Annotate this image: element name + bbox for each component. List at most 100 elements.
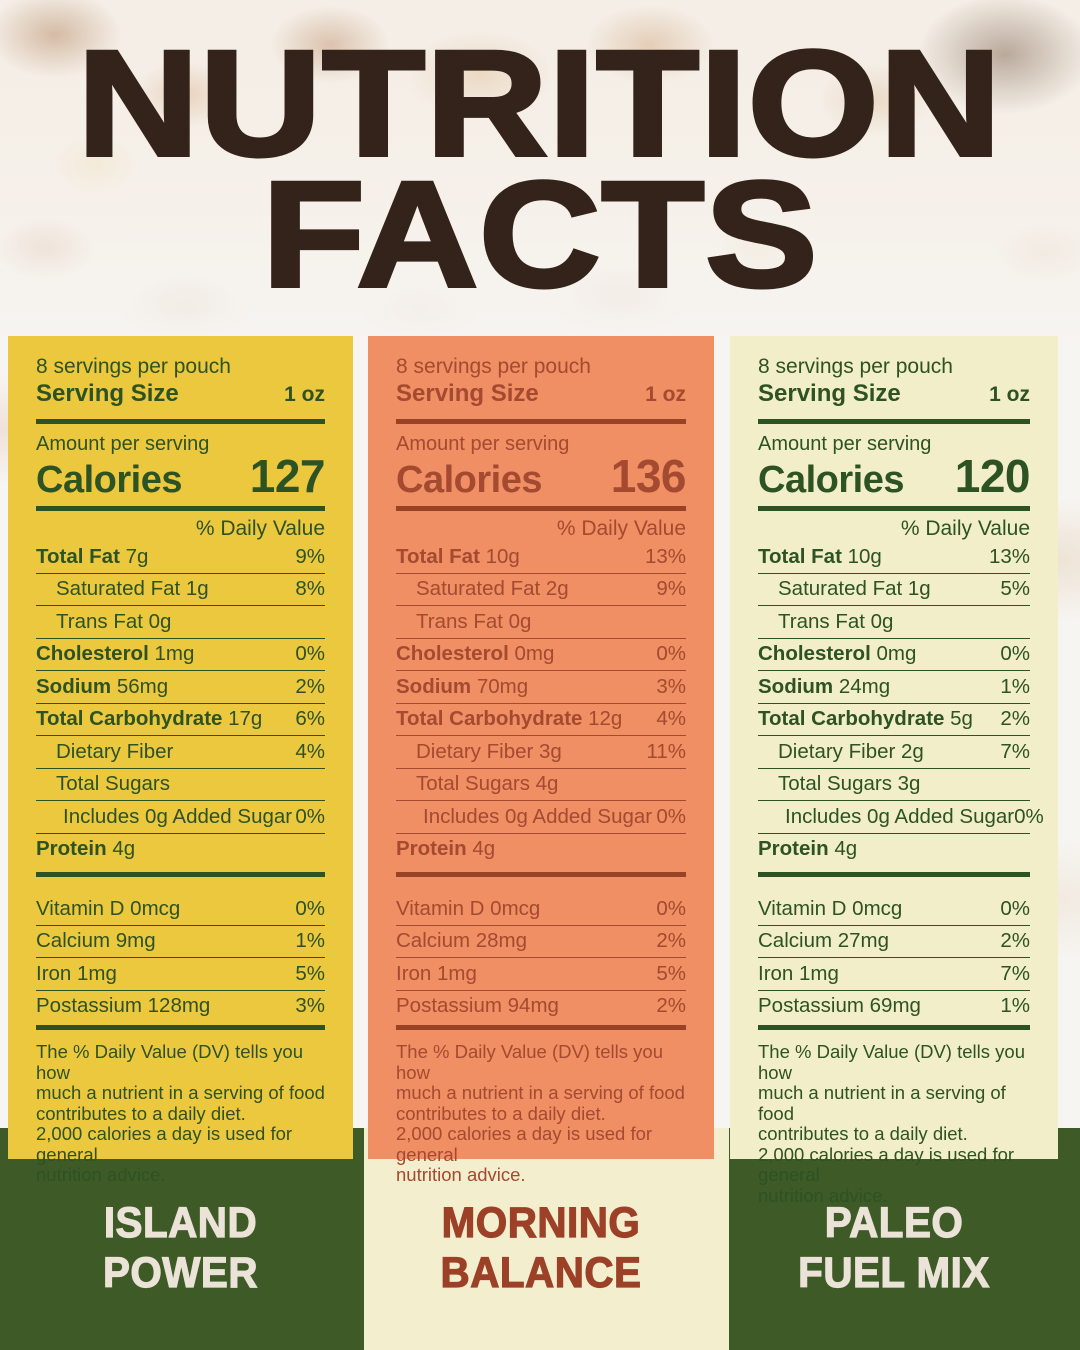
nutrient-percent: 9%	[656, 577, 686, 600]
nutrient-label: Includes 0g Added Sugar	[63, 804, 293, 828]
nutrient-percent: 0%	[1014, 804, 1044, 828]
vitamin-row: Iron 1mg 7%	[758, 958, 1030, 991]
serving-size-value: 1 oz	[645, 383, 686, 406]
nutrient-label-bold: Total Fat	[36, 544, 120, 568]
nutrient-amount: Total Sugars 3g	[778, 772, 921, 795]
nutrient-amount: Includes 0g Added Sugar	[785, 804, 1015, 828]
vitamin-percent: 5%	[295, 961, 325, 985]
nutrient-row: Saturated Fat 1g 5%	[758, 574, 1030, 606]
product-name-line: PALEO	[824, 1198, 964, 1247]
serving-size-row: Serving Size 1 oz	[36, 380, 325, 409]
nutrient-amount: 0mg	[514, 642, 555, 665]
nuts-photo-background	[0, 0, 1080, 352]
nutrient-row: Sodium 70mg 3%	[396, 671, 686, 704]
serving-size-value: 1 oz	[989, 383, 1030, 406]
nutrient-label-bold: Sodium	[396, 674, 472, 698]
nutrient-label: Saturated Fat 1g	[778, 578, 931, 600]
nutrient-row: Cholesterol 0mg 0%	[758, 639, 1030, 671]
nutrient-amount: Dietary Fiber	[56, 739, 174, 763]
footnote-line: nutrition advice.	[396, 1164, 526, 1185]
vitamin-percent: 2%	[656, 929, 686, 952]
divider-bar	[36, 419, 325, 424]
footnote-line: nutrition advice.	[758, 1184, 888, 1206]
nutrient-label-bold: Sodium	[36, 674, 112, 698]
nutrient-amount: Includes 0g Added Sugar	[63, 804, 293, 828]
nutrient-percent: 6%	[295, 707, 325, 730]
nutrient-label: Total Fat 10g	[396, 544, 520, 568]
divider-bar	[36, 506, 325, 511]
vitamin-row: Iron 1mg 5%	[396, 958, 686, 991]
nutrient-amount: Saturated Fat 2g	[416, 577, 569, 600]
serving-size-label: Serving Size	[36, 380, 179, 407]
calories-label: Calories	[758, 459, 904, 501]
nutrient-percent: 4%	[295, 739, 325, 763]
nutrient-label: Protein 4g	[36, 838, 135, 860]
nutrient-label: Cholesterol 0mg	[396, 643, 554, 665]
vitamin-row: Vitamin D 0mcg 0%	[36, 893, 325, 926]
nutrient-amount: 10g	[847, 544, 882, 568]
nutrient-row: Sodium 56mg 2%	[36, 671, 325, 704]
vitamin-label: Vitamin D 0mcg	[36, 896, 181, 920]
nutrient-label: Dietary Fiber 2g	[778, 740, 924, 763]
vitamin-percent: 2%	[656, 994, 686, 1017]
calories-value: 120	[954, 450, 1031, 502]
nutrient-label-bold: Cholesterol	[396, 642, 509, 665]
vitamin-label: Iron 1mg	[36, 961, 117, 985]
calories-label: Calories	[36, 459, 182, 501]
nutrient-percent: 7%	[1000, 739, 1030, 763]
vitamin-row: Iron 1mg 5%	[36, 958, 325, 991]
vitamin-label: Iron 1mg	[758, 961, 839, 985]
nutrient-amount: 4g	[472, 837, 496, 860]
nutrient-percent: 4%	[656, 707, 686, 730]
nutrient-percent: 13%	[988, 544, 1030, 568]
vitamin-rows: Vitamin D 0mcg 0% Calcium 27mg 2% Iron 1mg 7%…	[758, 893, 1030, 1023]
nutrient-amount: Total Sugars 4g	[416, 772, 559, 795]
nutrient-row: Trans Fat 0g	[396, 606, 686, 639]
vitamin-percent: 7%	[1000, 961, 1030, 985]
nutrient-amount: Total Sugars	[56, 772, 170, 795]
nutrient-label: Total Carbohydrate 17g	[36, 708, 262, 730]
vitamin-label: Iron 1mg	[396, 961, 477, 985]
vitamin-label: Postassium 94mg	[396, 994, 559, 1017]
nutrient-row: Dietary Fiber 2g 7%	[758, 736, 1030, 769]
footnote-line: contributes to a daily diet.	[36, 1102, 246, 1124]
divider-bar	[36, 872, 325, 877]
nutrient-amount: 70mg	[476, 674, 529, 698]
nutrient-amount: Trans Fat 0g	[56, 609, 172, 633]
footnote-line: The % Daily Value (DV) tells you how	[758, 1041, 1025, 1083]
vitamin-percent: 2%	[1000, 929, 1030, 952]
servings-per-pouch: 8 servings per pouch	[758, 355, 953, 378]
nutrient-row: Trans Fat 0g	[36, 606, 325, 639]
vitamin-percent: 3%	[295, 994, 325, 1017]
poster-title: NUTRITION FACTS	[0, 19, 1080, 311]
nutrient-amount: Dietary Fiber 3g	[416, 739, 562, 763]
nutrient-amount: 10g	[485, 544, 520, 568]
nutrient-row: Total Sugars	[36, 769, 325, 801]
nutrient-row: Dietary Fiber 4%	[36, 736, 325, 769]
poster-title-line1: NUTRITION	[75, 19, 1003, 187]
nutrient-label: Total Sugars	[56, 773, 170, 795]
vitamin-percent: 1%	[295, 929, 325, 952]
nutrient-label: Includes 0g Added Sugar	[785, 804, 1015, 828]
calories-value: 127	[249, 450, 326, 502]
nutrient-amount: 56mg	[116, 674, 169, 698]
nutrient-label: Protein 4g	[396, 838, 495, 860]
nutrition-panel-morning-balance: 8 servings per pouch Serving Size 1 oz Amou…	[368, 336, 714, 1185]
daily-value-header: % Daily Value	[195, 517, 325, 540]
calories-row: Calories 120	[758, 450, 1031, 502]
nutrient-label-bold: Total Carbohydrate	[396, 707, 583, 730]
daily-value-header: % Daily Value	[556, 517, 686, 540]
nutrient-amount: 0mg	[876, 642, 917, 665]
vitamin-label: Vitamin D 0mcg	[396, 896, 541, 920]
nutrient-label: Cholesterol 1mg	[36, 643, 194, 665]
nutrient-label-bold: Protein	[758, 837, 829, 860]
nutrient-label: Total Carbohydrate 5g	[758, 708, 973, 730]
nutrient-label: Dietary Fiber 3g	[416, 739, 562, 763]
daily-value-footnote: The % Daily Value (DV) tells you how much…	[36, 1041, 325, 1186]
nutrient-label-bold: Total Fat	[396, 544, 480, 568]
nutrient-label: Saturated Fat 1g	[56, 578, 209, 600]
daily-value-header: % Daily Value	[900, 517, 1030, 540]
footnote-line: 2,000 calories a day is used for general	[396, 1123, 653, 1165]
nutrient-amount: Saturated Fat 1g	[778, 577, 931, 600]
